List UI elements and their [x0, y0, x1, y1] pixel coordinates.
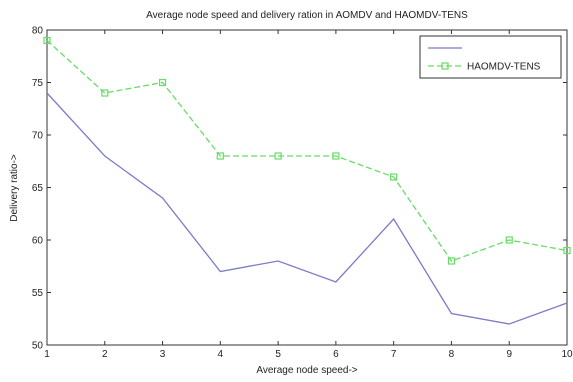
- x-tick-label: 3: [160, 349, 166, 360]
- series-point-2: [216, 152, 224, 160]
- legend-box: [419, 35, 562, 79]
- series-point-2: [447, 257, 456, 265]
- series-point-2: [563, 246, 571, 255]
- plot-area: 1 2 3 4 5 6 7 8 9 10 50 55 60 65 70 75 80: [32, 26, 573, 361]
- series-point-2: [43, 36, 51, 45]
- legend: HAOMDV-TENS: [419, 35, 562, 79]
- series-point-2: [158, 78, 167, 87]
- y-axis-label: Delivery ratio->: [9, 154, 20, 222]
- series-point-2: [274, 152, 282, 160]
- series-point-2: [332, 152, 340, 160]
- x-tick-label: 7: [391, 349, 397, 360]
- legend-entry-2: HAOMDV-TENS: [467, 62, 541, 73]
- series-point-2: [390, 173, 398, 181]
- x-axis-label: Average node speed->: [256, 365, 357, 376]
- series-line-2: [46, 40, 568, 262]
- chart-title: Average node speed and delivery ration i…: [146, 10, 468, 21]
- x-tick-label: 6: [333, 349, 339, 360]
- x-tick-label: 1: [44, 349, 50, 360]
- series-point-2: [505, 236, 513, 244]
- legend-marker-2: [441, 62, 449, 70]
- x-tick-label: 8: [449, 349, 455, 360]
- x-tick-label: 2: [102, 349, 108, 360]
- y-tick-label: 80: [32, 26, 44, 37]
- y-tick-label: 75: [32, 78, 44, 89]
- x-tick-label: 5: [275, 349, 281, 360]
- x-tick-label: 4: [218, 349, 224, 360]
- x-tick-label: 10: [561, 349, 573, 360]
- y-tick-label: 70: [32, 131, 44, 142]
- y-tick-label: 65: [32, 183, 44, 194]
- y-tick-label: 60: [32, 236, 44, 247]
- y-tick-label: 50: [32, 341, 44, 352]
- x-tick-label: 9: [506, 349, 512, 360]
- series-line-1: [46, 92, 568, 325]
- y-tick-label: 55: [32, 288, 44, 299]
- series-point-2: [101, 89, 109, 97]
